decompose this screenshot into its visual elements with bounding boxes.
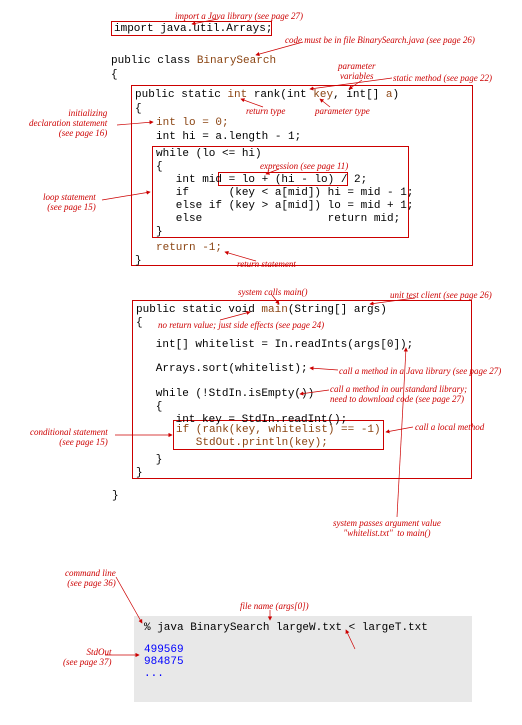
code-whitelist: int[] whitelist = In.readInts(args[0]);: [136, 339, 413, 351]
code-rank-close: }: [135, 255, 142, 267]
ann-paramvars: parameter variables: [338, 61, 376, 81]
code-class: public class BinarySearch: [111, 55, 276, 67]
code-sort: Arrays.sort(whitelist);: [136, 363, 308, 375]
code-elif: else if (key > a[mid]) lo = mid + 1;: [156, 200, 413, 212]
ann-loop: loop statement (see page 15): [43, 192, 96, 212]
ann-syspass: system passes argument value "whitelist.…: [333, 518, 441, 538]
code-while2-open: {: [136, 401, 162, 413]
term-out2: 984875: [144, 656, 462, 668]
code-while-open: {: [156, 161, 163, 173]
code-rank-sig: public static int rank(int key, int[] a): [135, 89, 399, 101]
term-out1: 499569: [144, 644, 462, 656]
code-ifrank: if (rank(key, whitelist) == -1): [176, 424, 381, 436]
terminal: % java BinarySearch largeW.txt < largeT.…: [134, 616, 472, 702]
ann-stdout: StdOut (see page 37): [63, 647, 111, 667]
ann-initdecl: initializing declaration statement (see …: [29, 108, 107, 138]
code-while-close: }: [156, 226, 163, 238]
ann-unittest: unit test client (see page 26): [390, 290, 492, 300]
code-while2-close: }: [136, 454, 162, 466]
code-lo: int lo = 0;: [156, 117, 229, 129]
code-brace1: {: [111, 69, 118, 81]
code-hi: int hi = a.length - 1;: [156, 131, 301, 143]
ann-filename: file name (args[0]): [240, 601, 309, 611]
ann-syscalls: system calls main(): [238, 287, 308, 297]
ann-cond: conditional statement (see page 15): [30, 427, 108, 447]
code-return: return -1;: [156, 242, 222, 254]
code-main-sig: public static void main(String[] args): [136, 304, 387, 316]
code-main-close: }: [136, 467, 143, 479]
code-else: else return mid;: [156, 213, 400, 225]
term-out3: ...: [144, 668, 462, 680]
code-while: while (lo <= hi): [156, 148, 262, 160]
code-println: StdOut.println(key);: [176, 437, 328, 449]
ann-static: static method (see page 22): [393, 73, 492, 83]
code-class-close: }: [112, 490, 119, 502]
code-main-open: {: [136, 317, 143, 329]
term-cmd: % java BinarySearch largeW.txt < largeT.…: [144, 622, 462, 634]
ann-codefile: code must be in file BinarySearch.java (…: [285, 35, 475, 45]
code-while2: while (!StdIn.isEmpty()): [136, 388, 314, 400]
code-mid: int mid = lo + (hi - lo) / 2;: [156, 174, 367, 186]
ann-import: import a Java library (see page 27): [175, 11, 303, 21]
code-import: import java.util.Arrays;: [114, 23, 272, 35]
code-rank-open: {: [135, 103, 142, 115]
code-if: if (key < a[mid]) hi = mid - 1;: [156, 187, 413, 199]
ann-cmdline: command line (see page 36): [65, 568, 116, 588]
